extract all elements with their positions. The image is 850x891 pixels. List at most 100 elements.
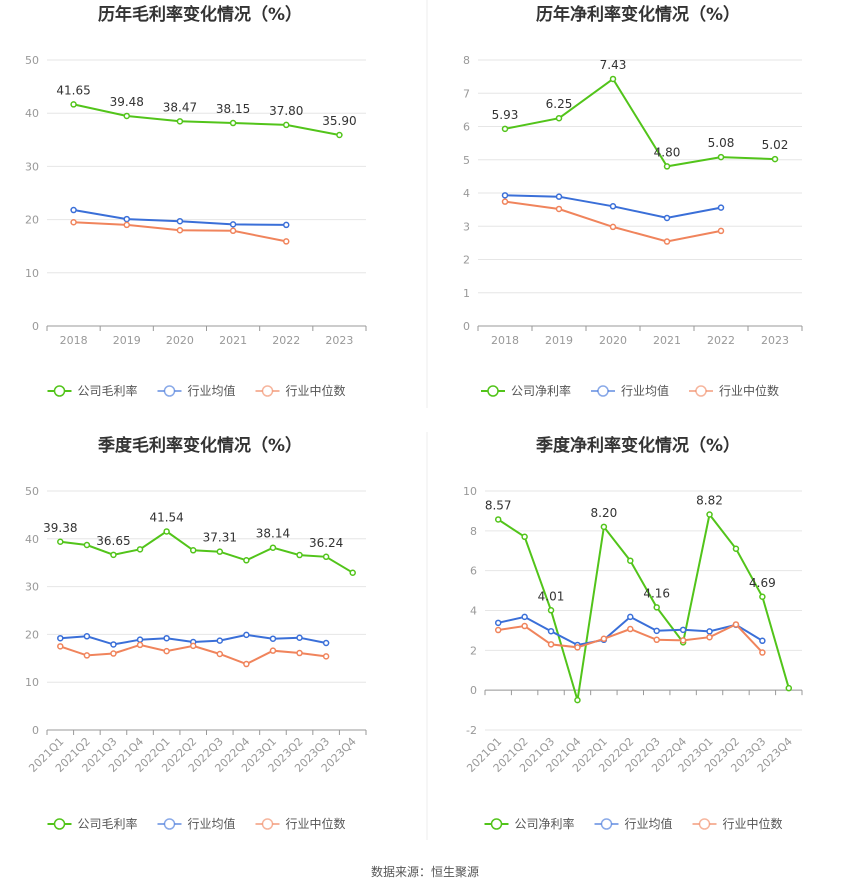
data-label: 37.80	[269, 104, 303, 118]
data-point	[123, 112, 130, 120]
y-tick-label: 5	[463, 154, 470, 167]
data-point	[136, 636, 144, 643]
x-tick-label: 2021	[653, 334, 681, 347]
data-label: 36.24	[309, 536, 343, 550]
data-point	[574, 644, 581, 651]
data-point	[216, 650, 224, 658]
data-point	[627, 557, 634, 564]
x-tick-label: 2018	[60, 334, 88, 347]
data-point	[322, 639, 330, 647]
data-point	[717, 153, 725, 161]
legend-item-0[interactable]: 公司毛利率	[47, 383, 138, 398]
data-point	[283, 221, 290, 229]
legend-label: 行业中位数	[723, 816, 783, 831]
data-label: 41.54	[149, 510, 183, 524]
legend-item-2[interactable]: 行业中位数	[692, 816, 783, 831]
data-point	[600, 523, 608, 531]
legend-item-2[interactable]: 行业中位数	[255, 383, 346, 398]
data-point	[243, 660, 250, 668]
legend-marker	[698, 818, 711, 830]
y-tick-label: 8	[463, 54, 470, 67]
series-1	[57, 631, 330, 648]
data-point	[57, 538, 64, 546]
legend-marker	[53, 818, 66, 830]
legend-item-1[interactable]: 行业均值	[594, 816, 673, 831]
data-point	[176, 118, 184, 125]
chart-panel-1: 历年净利率变化情况（%） 0 1 2 3 4 5 6 7 8 2018 2019 2020 2021 202…	[463, 4, 803, 398]
legend-marker	[597, 385, 609, 397]
legend-item-2[interactable]: 行业中位数	[255, 816, 346, 831]
data-point	[349, 569, 356, 576]
y-tick-label: 50	[25, 54, 39, 67]
y-tick-label: 50	[25, 485, 39, 498]
legend-item-1[interactable]: 行业均值	[157, 383, 236, 398]
data-point	[176, 217, 184, 225]
x-tick-label: 2022	[272, 334, 300, 347]
data-point	[189, 547, 197, 554]
data-point	[494, 619, 502, 627]
data-point	[521, 533, 528, 541]
data-point	[759, 649, 766, 656]
x-tick-label: 2023	[325, 334, 353, 347]
data-point	[296, 649, 303, 657]
x-tick-label: 2018	[491, 334, 519, 347]
series-2	[70, 219, 290, 245]
data-point	[679, 637, 687, 644]
chart-panel-3: 季度净利率变化情况（%）-202468102021Q12021Q22021Q32…	[463, 435, 803, 831]
data-point	[609, 223, 617, 231]
data-point	[243, 631, 250, 639]
legend-marker	[163, 818, 176, 830]
legend-label: 行业均值	[188, 816, 236, 831]
data-point	[70, 101, 77, 108]
series-line	[60, 530, 354, 574]
data-label: 4.69	[749, 576, 776, 590]
y-tick-label: 0	[32, 724, 39, 737]
data-point	[609, 75, 617, 83]
y-tick-label: 0	[463, 320, 470, 333]
y-tick-label: 4	[470, 605, 477, 618]
chart-panel-2: 季度毛利率变化情况（%）010203040502021Q12021Q22021Q…	[25, 435, 367, 831]
y-tick-label: 2	[470, 644, 477, 657]
data-point	[283, 121, 290, 129]
legend-item-2[interactable]: 行业中位数	[689, 383, 779, 398]
y-tick-label: 6	[470, 565, 477, 578]
data-label: 8.82	[696, 494, 723, 508]
series-0: 41.65 39.48 38.47 38.15 37.80 35.90	[56, 83, 357, 139]
y-tick-label: 20	[25, 214, 39, 227]
data-label: 8.57	[485, 498, 512, 512]
y-tick-label: 2	[463, 254, 470, 267]
legend-item-0[interactable]: 公司净利率	[481, 383, 571, 398]
x-tick-label: 2019	[545, 334, 573, 347]
data-point	[269, 544, 277, 551]
data-point	[216, 548, 224, 555]
y-tick-label: 10	[25, 676, 39, 689]
data-label: 35.90	[322, 114, 356, 128]
legend-label: 行业均值	[188, 383, 236, 398]
data-label: 38.47	[163, 100, 197, 114]
data-point	[57, 643, 64, 650]
data-label: 38.15	[216, 102, 250, 116]
data-label: 39.38	[43, 521, 77, 535]
data-point	[176, 226, 184, 234]
legend-label: 公司净利率	[511, 383, 571, 398]
data-point	[501, 125, 509, 133]
legend-item-0[interactable]: 公司毛利率	[47, 816, 138, 831]
y-tick-label: 10	[25, 267, 39, 280]
data-label: 5.93	[492, 108, 519, 122]
legend-item-1[interactable]: 行业均值	[591, 383, 669, 398]
data-point	[163, 634, 170, 642]
data-point	[679, 626, 687, 634]
x-tick-label: 2020	[599, 334, 627, 347]
data-point	[555, 205, 563, 213]
data-label: 36.65	[96, 534, 130, 548]
y-tick-label: 0	[470, 684, 477, 697]
legend-item-1[interactable]: 行业均值	[157, 816, 236, 831]
y-tick-label: 30	[25, 581, 39, 594]
data-point	[70, 206, 77, 214]
legend-item-0[interactable]: 公司净利率	[484, 816, 575, 831]
y-tick-label: 7	[463, 87, 470, 100]
data-point	[547, 607, 555, 614]
data-point	[627, 625, 634, 633]
data-point	[653, 604, 660, 611]
